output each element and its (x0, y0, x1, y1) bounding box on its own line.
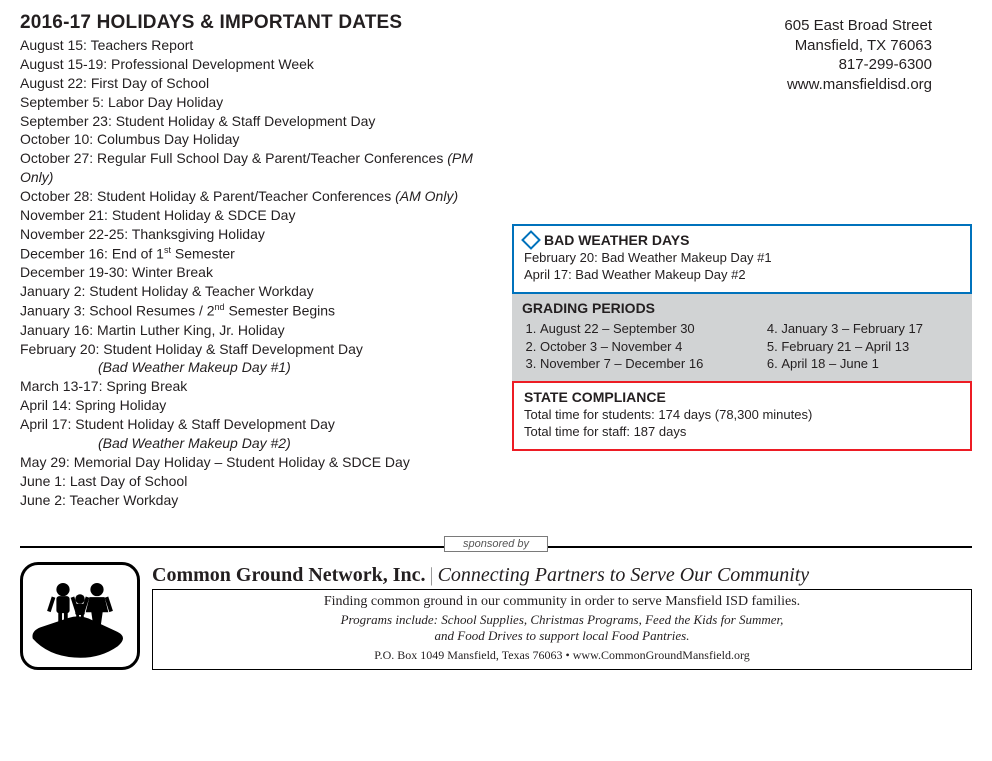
list-item: April 14: Spring Holiday (20, 396, 502, 415)
bad-weather-title: BAD WEATHER DAYS (544, 232, 689, 248)
sponsor-label: sponsored by (444, 536, 548, 552)
grading-period: November 7 – December 16 (540, 355, 703, 373)
sponsor-desc-line: Programs include: School Supplies, Chris… (161, 612, 963, 645)
contact-address2: Mansfield, TX 76063 (512, 36, 932, 56)
list-item: May 29: Memorial Day Holiday – Student H… (20, 453, 502, 472)
contact-address1: 605 East Broad Street (512, 16, 932, 36)
sponsor-logo (20, 562, 140, 670)
list-item: April 17: Student Holiday & Staff Develo… (20, 415, 502, 434)
list-item: November 21: Student Holiday & SDCE Day (20, 206, 502, 225)
list-item: August 15: Teachers Report (20, 36, 502, 55)
holiday-dates-list: August 15: Teachers Report August 15-19:… (20, 36, 502, 510)
sponsor-contact: P.O. Box 1049 Mansfield, Texas 76063 • w… (161, 648, 963, 663)
list-item: October 28: Student Holiday & Parent/Tea… (20, 187, 502, 206)
list-item: August 22: First Day of School (20, 74, 502, 93)
bad-weather-line: February 20: Bad Weather Makeup Day #1 (524, 250, 960, 267)
grading-period: April 18 – June 1 (781, 355, 923, 373)
list-item: January 16: Martin Luther King, Jr. Holi… (20, 321, 502, 340)
list-item-note: (Bad Weather Makeup Day #2) (20, 434, 502, 453)
state-compliance-box: STATE COMPLIANCE Total time for students… (512, 381, 972, 451)
list-item: June 2: Teacher Workday (20, 491, 502, 510)
sponsor-section: sponsored by (20, 546, 972, 671)
grading-periods-box: GRADING PERIODS August 22 – September 30… (512, 294, 972, 381)
diamond-icon (521, 230, 541, 250)
compliance-line: Total time for staff: 187 days (524, 424, 960, 441)
sponsor-title: Common Ground Network, Inc.|Connecting P… (152, 564, 972, 587)
list-item: January 2: Student Holiday & Teacher Wor… (20, 282, 502, 301)
bad-weather-box: BAD WEATHER DAYS February 20: Bad Weathe… (512, 224, 972, 294)
list-item: February 20: Student Holiday & Staff Dev… (20, 340, 502, 359)
contact-block: 605 East Broad Street Mansfield, TX 7606… (512, 12, 972, 94)
list-item: October 27: Regular Full School Day & Pa… (20, 149, 502, 187)
contact-website: www.mansfieldisd.org (512, 75, 932, 95)
bad-weather-line: April 17: Bad Weather Makeup Day #2 (524, 267, 960, 284)
list-item-note: (Bad Weather Makeup Day #1) (20, 358, 502, 377)
list-item: October 10: Columbus Day Holiday (20, 130, 502, 149)
grading-period: August 22 – September 30 (540, 320, 703, 338)
list-item: November 22-25: Thanksgiving Holiday (20, 225, 502, 244)
grading-period: January 3 – February 17 (781, 320, 923, 338)
list-item: January 3: School Resumes / 2nd Semester… (20, 301, 502, 321)
compliance-line: Total time for students: 174 days (78,30… (524, 407, 960, 424)
list-item: December 19-30: Winter Break (20, 263, 502, 282)
list-item: September 5: Labor Day Holiday (20, 93, 502, 112)
list-item: June 1: Last Day of School (20, 472, 502, 491)
page-title: 2016-17 HOLIDAYS & IMPORTANT DATES (20, 12, 502, 34)
compliance-title: STATE COMPLIANCE (524, 389, 666, 405)
contact-phone: 817-299-6300 (512, 55, 932, 75)
grading-period: February 21 – April 13 (781, 338, 923, 356)
list-item: March 13-17: Spring Break (20, 377, 502, 396)
grading-title: GRADING PERIODS (522, 300, 655, 316)
list-item: December 16: End of 1st Semester (20, 244, 502, 264)
grading-period: October 3 – November 4 (540, 338, 703, 356)
sponsor-desc-line: Finding common ground in our community i… (161, 594, 963, 610)
list-item: August 15-19: Professional Development W… (20, 55, 502, 74)
list-item: September 23: Student Holiday & Staff De… (20, 112, 502, 131)
sponsor-description-box: Finding common ground in our community i… (152, 589, 972, 671)
